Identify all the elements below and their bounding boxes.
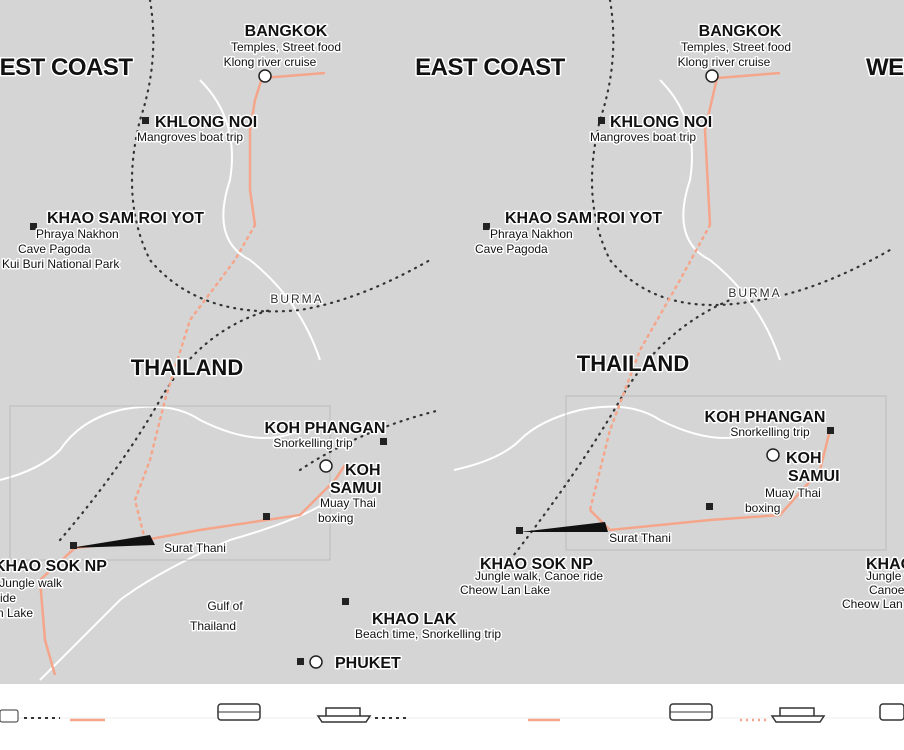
place-name: BANGKOK	[245, 23, 328, 40]
place-note: Klong river cruise	[224, 55, 317, 69]
place-note: Cave Pagoda	[18, 242, 91, 256]
place-name: KHAO SOK NP	[866, 556, 904, 573]
place-note: Snorkelling trip	[273, 436, 353, 450]
place-note: Cave Pagoda	[475, 242, 548, 256]
place-name: KOH PHANGAN	[705, 409, 826, 426]
place-name: PHUKET	[335, 655, 401, 672]
place-name: KHAO SAM ROI YOT	[505, 210, 662, 227]
place-note: Canoe ride	[0, 591, 16, 605]
place-note: Cheow Lan Lake	[0, 606, 33, 620]
place-note: Cheow Lan Lake	[460, 583, 550, 597]
place-name: KHAO SOK NP	[480, 556, 593, 573]
place-name: KHAO LAK	[372, 611, 457, 628]
coastlines	[0, 79, 887, 681]
place-name: SAMUI	[330, 480, 382, 497]
place-note: Phraya Nakhon	[36, 227, 119, 241]
place-name: BANGKOK	[699, 23, 782, 40]
town-name: Surat Thani	[609, 531, 671, 545]
area-label: BURMA	[728, 286, 781, 300]
place-note: Muay Thai	[765, 486, 821, 500]
panel-title: WEST COAST	[0, 54, 133, 81]
place-note: Jungle walk	[0, 576, 63, 590]
place-note: Kui Buri National Park	[2, 257, 120, 271]
area-label: THAILAND	[577, 351, 689, 376]
place-name: KHLONG NOI	[155, 114, 257, 131]
place-note: Snorkelling trip	[730, 425, 810, 439]
place-note: Jungle walk	[866, 569, 904, 583]
place-note: Muay Thai	[320, 496, 376, 510]
place-note: Cheow Lan Lake	[842, 597, 904, 611]
place-name: KOH PHANGAN	[265, 420, 386, 437]
place-name: SAMUI	[788, 468, 840, 485]
panel-west: WEST COAST BANGKOK Temples, Street food …	[0, 22, 503, 674]
place-name: KOH	[345, 462, 381, 479]
place-name: KOH	[786, 450, 822, 467]
place-note: Canoe ride	[869, 583, 904, 597]
panel-west-cropped: WEST COAST KHAO SOK NP Jungle walk Canoe…	[841, 53, 904, 613]
area-label: BURMA	[270, 292, 323, 306]
area-label: Thailand	[190, 619, 236, 633]
place-note: Temples, Street food	[231, 40, 341, 54]
place-name: KHAO SOK NP	[0, 558, 107, 575]
place-note: Mangroves boat trip	[590, 130, 696, 144]
area-label: Gulf of	[207, 599, 243, 613]
place-note: Klong river cruise	[678, 55, 771, 69]
place-note: Jungle walk, Canoe ride	[475, 569, 603, 583]
routes	[38, 71, 832, 676]
markers	[30, 69, 834, 669]
place-note: Phraya Nakhon	[490, 227, 573, 241]
panel-title: WEST COAST	[866, 54, 904, 81]
panel-east: EAST COAST BANGKOK Temples, Street food …	[414, 22, 841, 599]
place-note: Mangroves boat trip	[137, 130, 243, 144]
area-label: THAILAND	[131, 355, 243, 380]
place-note: Temples, Street food	[681, 40, 791, 54]
place-name: KHLONG NOI	[610, 114, 712, 131]
place-note: boxing	[318, 511, 353, 525]
place-note: Beach time, Snorkelling trip	[355, 627, 501, 641]
town-name: Surat Thani	[164, 541, 226, 555]
borders	[58, 0, 892, 562]
transport-strip	[0, 684, 904, 750]
panel-title: EAST COAST	[415, 54, 566, 81]
place-name: KHAO SAM ROI YOT	[47, 210, 204, 227]
place-note: boxing	[745, 501, 780, 515]
